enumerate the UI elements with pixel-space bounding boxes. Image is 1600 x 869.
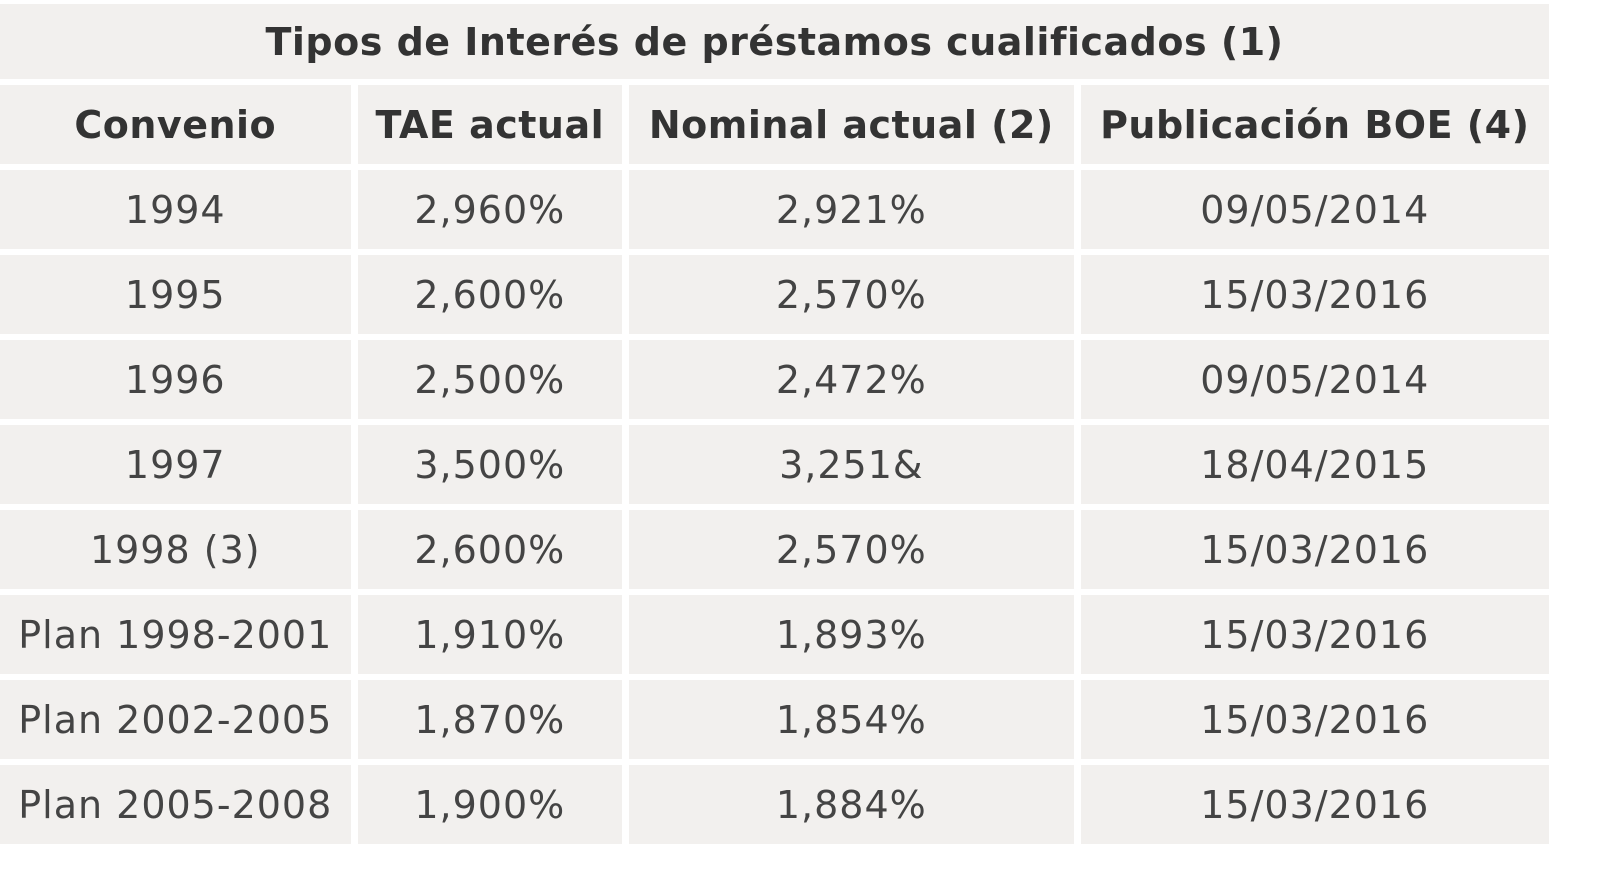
interest-rates-table-container: Tipos de Interés de préstamos cualificad… (0, 4, 1549, 844)
cell-convenio: 1997 (0, 425, 351, 504)
cell-nominal: 2,921% (629, 170, 1074, 249)
table-header-row: Convenio TAE actual Nominal actual (2) P… (0, 85, 1549, 164)
table-row: 1995 2,600% 2,570% 15/03/2016 (0, 255, 1549, 334)
cell-convenio: Plan 2002-2005 (0, 680, 351, 759)
table-title-row: Tipos de Interés de préstamos cualificad… (0, 4, 1549, 79)
table-row: 1997 3,500% 3,251& 18/04/2015 (0, 425, 1549, 504)
cell-tae: 2,600% (357, 255, 623, 334)
cell-nominal: 2,570% (629, 255, 1074, 334)
table-row: Plan 1998-2001 1,910% 1,893% 15/03/2016 (0, 595, 1549, 674)
column-header-nominal: Nominal actual (2) (629, 85, 1074, 164)
cell-tae: 2,600% (357, 510, 623, 589)
cell-convenio: Plan 2005-2008 (0, 765, 351, 844)
table-row: 1998 (3) 2,600% 2,570% 15/03/2016 (0, 510, 1549, 589)
cell-convenio: Plan 1998-2001 (0, 595, 351, 674)
cell-convenio: 1996 (0, 340, 351, 419)
cell-boe-date: 09/05/2014 (1080, 170, 1549, 249)
cell-boe-date: 09/05/2014 (1080, 340, 1549, 419)
cell-nominal: 3,251& (629, 425, 1074, 504)
cell-tae: 2,500% (357, 340, 623, 419)
cell-boe-date: 15/03/2016 (1080, 510, 1549, 589)
table-row: Plan 2005-2008 1,900% 1,884% 15/03/2016 (0, 765, 1549, 844)
cell-nominal: 2,472% (629, 340, 1074, 419)
cell-convenio: 1998 (3) (0, 510, 351, 589)
column-header-tae: TAE actual (357, 85, 623, 164)
cell-tae: 1,900% (357, 765, 623, 844)
cell-nominal: 1,854% (629, 680, 1074, 759)
cell-boe-date: 15/03/2016 (1080, 680, 1549, 759)
interest-rates-table: Tipos de Interés de préstamos cualificad… (0, 4, 1549, 844)
cell-boe-date: 15/03/2016 (1080, 765, 1549, 844)
cell-convenio: 1994 (0, 170, 351, 249)
cell-boe-date: 15/03/2016 (1080, 595, 1549, 674)
cell-tae: 1,910% (357, 595, 623, 674)
table-title: Tipos de Interés de préstamos cualificad… (0, 4, 1549, 79)
cell-tae: 1,870% (357, 680, 623, 759)
column-header-boe: Publicación BOE (4) (1080, 85, 1549, 164)
table-row: 1994 2,960% 2,921% 09/05/2014 (0, 170, 1549, 249)
cell-tae: 3,500% (357, 425, 623, 504)
cell-boe-date: 18/04/2015 (1080, 425, 1549, 504)
column-header-convenio: Convenio (0, 85, 351, 164)
cell-tae: 2,960% (357, 170, 623, 249)
cell-nominal: 2,570% (629, 510, 1074, 589)
cell-convenio: 1995 (0, 255, 351, 334)
table-row: Plan 2002-2005 1,870% 1,854% 15/03/2016 (0, 680, 1549, 759)
cell-nominal: 1,884% (629, 765, 1074, 844)
cell-nominal: 1,893% (629, 595, 1074, 674)
table-row: 1996 2,500% 2,472% 09/05/2014 (0, 340, 1549, 419)
cell-boe-date: 15/03/2016 (1080, 255, 1549, 334)
